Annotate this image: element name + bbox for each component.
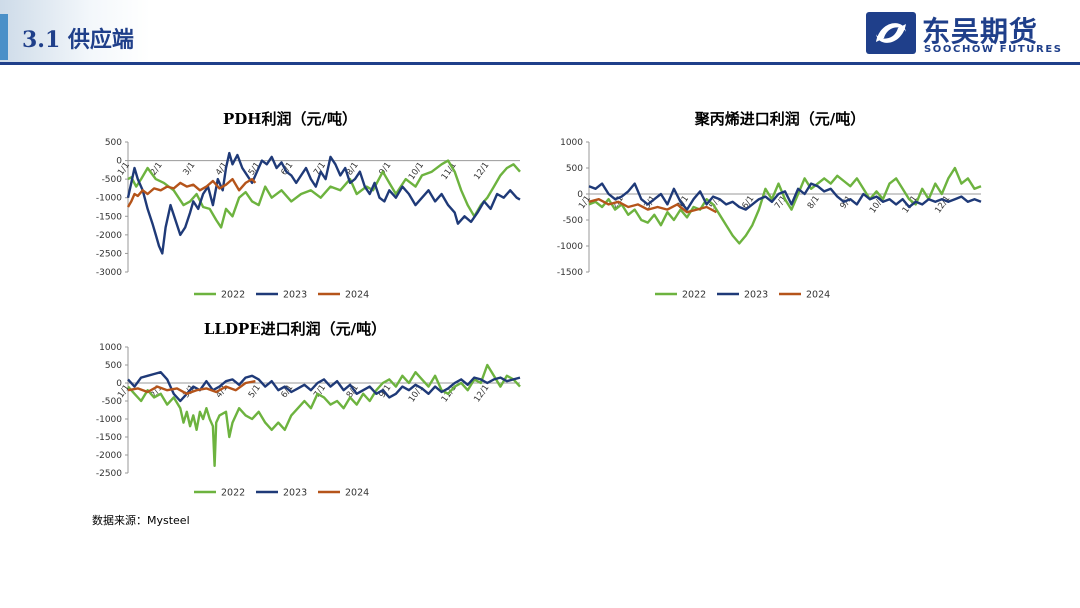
series-line-2024 (588, 198, 717, 214)
data-source: 数据来源：Mysteel (92, 514, 190, 527)
y-tick-label: -1500 (96, 212, 122, 222)
legend-label-2022: 2022 (221, 488, 245, 499)
legend-label-2024: 2024 (806, 290, 830, 301)
series-line-2023 (127, 371, 521, 403)
y-tick-label: -500 (102, 175, 123, 185)
series-line-2023 (588, 182, 982, 211)
y-tick-label: -1000 (557, 242, 583, 252)
chart-title-lldpe: LLDPE进口利润（元/吨） (203, 320, 387, 338)
legend-label-2024: 2024 (345, 290, 369, 301)
y-tick-label: 0 (116, 379, 122, 389)
x-tick-label: 2/1 (149, 161, 165, 178)
y-tick-label: -1000 (96, 194, 122, 204)
header-accent-bar (0, 14, 8, 60)
y-tick-label: -2000 (96, 451, 122, 461)
y-tick-label: -500 (102, 397, 123, 407)
legend-label-2022: 2022 (221, 290, 245, 301)
x-tick-label: 12/1 (933, 194, 952, 215)
x-tick-label: 8/1 (806, 194, 822, 211)
x-tick-label: 5/1 (247, 383, 263, 400)
y-tick-label: -3000 (96, 268, 122, 278)
y-tick-label: 500 (105, 138, 122, 148)
header-band: 3.1 供应端 东吴期货 SOOCHOW FUTURES (0, 0, 1080, 66)
logo: 东吴期货 SOOCHOW FUTURES (866, 10, 1066, 58)
y-tick-label: -500 (563, 216, 584, 226)
y-tick-label: -2500 (96, 249, 122, 259)
header-mosaic (0, 0, 150, 62)
series-line-2024 (127, 380, 256, 395)
y-tick-label: 0 (116, 157, 122, 167)
y-tick-label: 500 (105, 361, 122, 371)
chart-title-pp: 聚丙烯进口利润（元/吨） (694, 110, 866, 128)
x-tick-label: 3/1 (181, 161, 197, 178)
series-line-2022 (588, 166, 982, 245)
series-line-2024 (126, 177, 257, 208)
legend-label-2023: 2023 (744, 290, 768, 301)
x-tick-label: 9/1 (838, 194, 854, 211)
x-tick-label: 12/1 (472, 161, 491, 182)
x-tick-label: 10/1 (407, 161, 426, 182)
legend-label-2023: 2023 (283, 290, 307, 301)
y-tick-label: -1000 (96, 415, 122, 425)
y-tick-label: 500 (566, 164, 583, 174)
legend-label-2022: 2022 (682, 290, 706, 301)
chart-title-pdh: PDH利润（元/吨） (223, 110, 357, 128)
header-rule (0, 62, 1080, 65)
y-tick-label: -2000 (96, 231, 122, 241)
y-tick-label: 1000 (560, 138, 583, 148)
legend-label-2023: 2023 (283, 488, 307, 499)
x-tick-label: 12/1 (472, 383, 491, 404)
logo-text-cn: 东吴期货 (922, 15, 1039, 48)
logo-mark-icon (866, 12, 916, 54)
x-tick-label: 8/1 (345, 383, 361, 400)
y-tick-label: 0 (577, 190, 583, 200)
series-line-2023 (126, 151, 521, 255)
section-title: 3.1 供应端 (22, 27, 134, 53)
y-tick-label: 1000 (99, 343, 122, 353)
series-line-2022 (127, 159, 521, 229)
y-tick-label: -1500 (557, 268, 583, 278)
legend-label-2024: 2024 (345, 488, 369, 499)
logo-text-en: SOOCHOW FUTURES (924, 44, 1063, 55)
series-line-2022 (127, 363, 521, 467)
y-tick-label: -1500 (96, 433, 122, 443)
y-tick-label: -2500 (96, 469, 122, 479)
